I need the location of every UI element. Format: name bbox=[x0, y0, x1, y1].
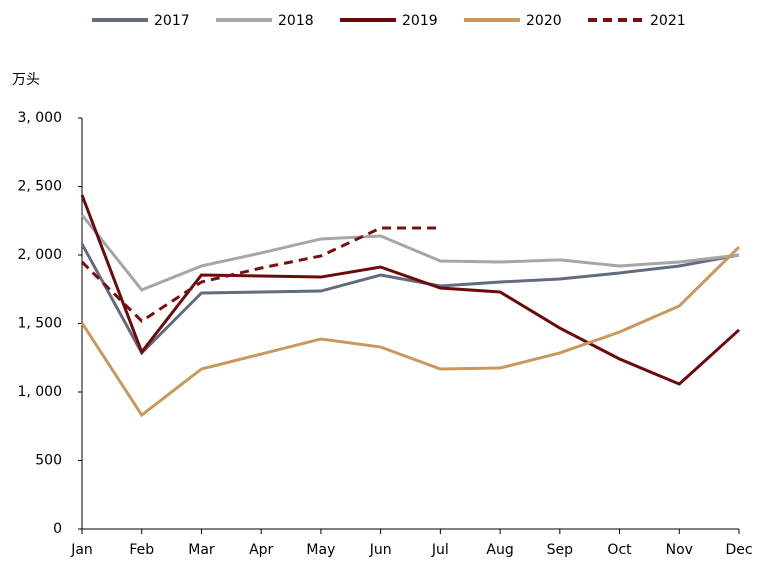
x-tick-label: Jun bbox=[369, 542, 392, 558]
y-tick-label: 1, 500 bbox=[17, 316, 62, 332]
x-tick-label: Apr bbox=[249, 542, 273, 558]
legend-label: 2018 bbox=[278, 13, 314, 29]
x-tick-label: Jul bbox=[431, 542, 449, 558]
x-tick-label: Feb bbox=[129, 542, 154, 558]
x-tick-label: Mar bbox=[188, 542, 215, 558]
series-line bbox=[80, 226, 441, 323]
series-line bbox=[80, 245, 741, 418]
y-tick-label: 0 bbox=[53, 521, 62, 537]
legend-label: 2020 bbox=[526, 13, 562, 29]
y-tick-label: 2, 500 bbox=[17, 179, 62, 195]
series-line bbox=[80, 194, 741, 386]
x-tick-label: Sep bbox=[547, 542, 574, 558]
legend-label: 2019 bbox=[402, 13, 438, 29]
legend-label: 2021 bbox=[650, 13, 686, 29]
y-tick-label: 2, 000 bbox=[17, 247, 62, 263]
y-tick-label: 1, 000 bbox=[17, 384, 62, 400]
y-tick-label: 500 bbox=[35, 453, 62, 469]
x-tick-label: May bbox=[306, 542, 335, 558]
series-line bbox=[80, 243, 740, 356]
y-tick-label: 3, 000 bbox=[17, 110, 62, 126]
series-line bbox=[80, 214, 740, 292]
x-tick-label: Nov bbox=[666, 542, 693, 558]
x-tick-label: Dec bbox=[725, 542, 752, 558]
x-tick-label: Oct bbox=[607, 542, 632, 558]
x-tick-label: Aug bbox=[486, 542, 513, 558]
x-tick-label: Jan bbox=[70, 542, 93, 558]
y-axis-label: 万头 bbox=[12, 72, 40, 88]
legend-label: 2017 bbox=[154, 13, 190, 29]
